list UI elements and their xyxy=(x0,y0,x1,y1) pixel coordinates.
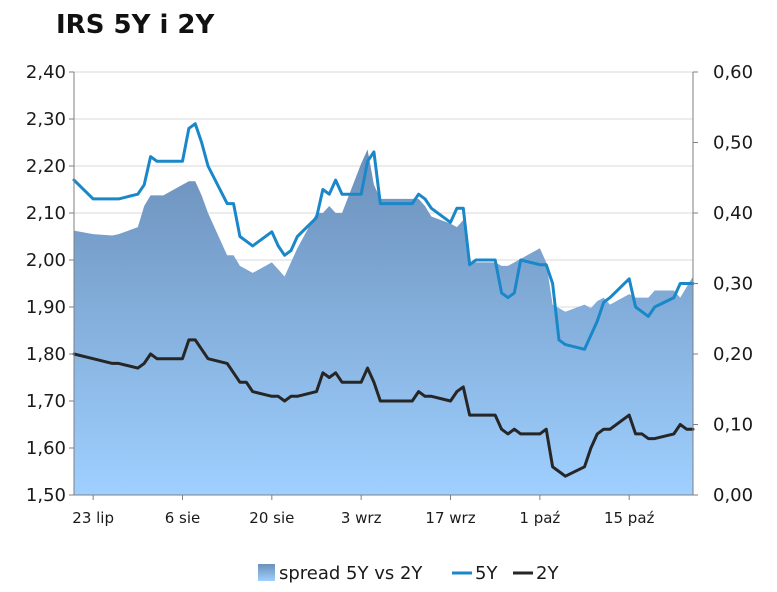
y-left-tick-label: 2,40 xyxy=(26,62,66,83)
legend-label-spread: spread 5Y vs 2Y xyxy=(279,563,423,584)
legend-swatch-spread xyxy=(258,564,275,581)
y-left-tick-label: 1,80 xyxy=(26,344,66,365)
series-5y-line xyxy=(72,122,695,351)
lines-layer xyxy=(72,122,695,478)
y-left-tick-label: 1,50 xyxy=(26,485,66,506)
x-tick-label: 20 sie xyxy=(249,509,294,527)
y-left-tick-label: 2,20 xyxy=(26,156,66,177)
y-left-tick-label: 1,60 xyxy=(26,438,66,459)
y-right-tick-label: 0,40 xyxy=(713,203,753,224)
legend-label-5y: 5Y xyxy=(475,563,498,584)
x-tick-label: 3 wrz xyxy=(341,509,382,527)
legend-label-2y: 2Y xyxy=(536,563,559,584)
y-left-tick-label: 1,70 xyxy=(26,391,66,412)
x-tick-label: 17 wrz xyxy=(425,509,475,527)
y-left-tick-label: 2,00 xyxy=(26,250,66,271)
axes: 1,50 1,60 1,70 1,80 1,90 2,00 2,10 2,20 2,30 2,40… xyxy=(26,62,753,527)
y-right-tick-label: 0,00 xyxy=(713,485,753,506)
x-tick-label: 1 paź xyxy=(519,509,560,527)
y-right-tick-label: 0,30 xyxy=(713,274,753,295)
x-tick-label: 15 paź xyxy=(604,509,655,527)
x-tick-label: 23 lip xyxy=(72,509,114,527)
y-left-tick-label: 2,10 xyxy=(26,203,66,224)
y-right-tick-label: 0,60 xyxy=(713,62,753,83)
y-right-tick-label: 0,50 xyxy=(713,133,753,154)
x-tick-label: 6 sie xyxy=(165,509,201,527)
series-2y-line xyxy=(72,338,695,478)
legend: spread 5Y vs 2Y 5Y 2Y xyxy=(258,563,559,584)
spread-area xyxy=(74,149,693,496)
y-left-tick-label: 1,90 xyxy=(26,297,66,318)
y-right-tick-label: 0,10 xyxy=(713,415,753,436)
spread-area-layer xyxy=(74,149,693,496)
y-left-tick-label: 2,30 xyxy=(26,109,66,130)
chart-title: IRS 5Y i 2Y xyxy=(56,10,215,40)
y-right-tick-label: 0,20 xyxy=(713,344,753,365)
